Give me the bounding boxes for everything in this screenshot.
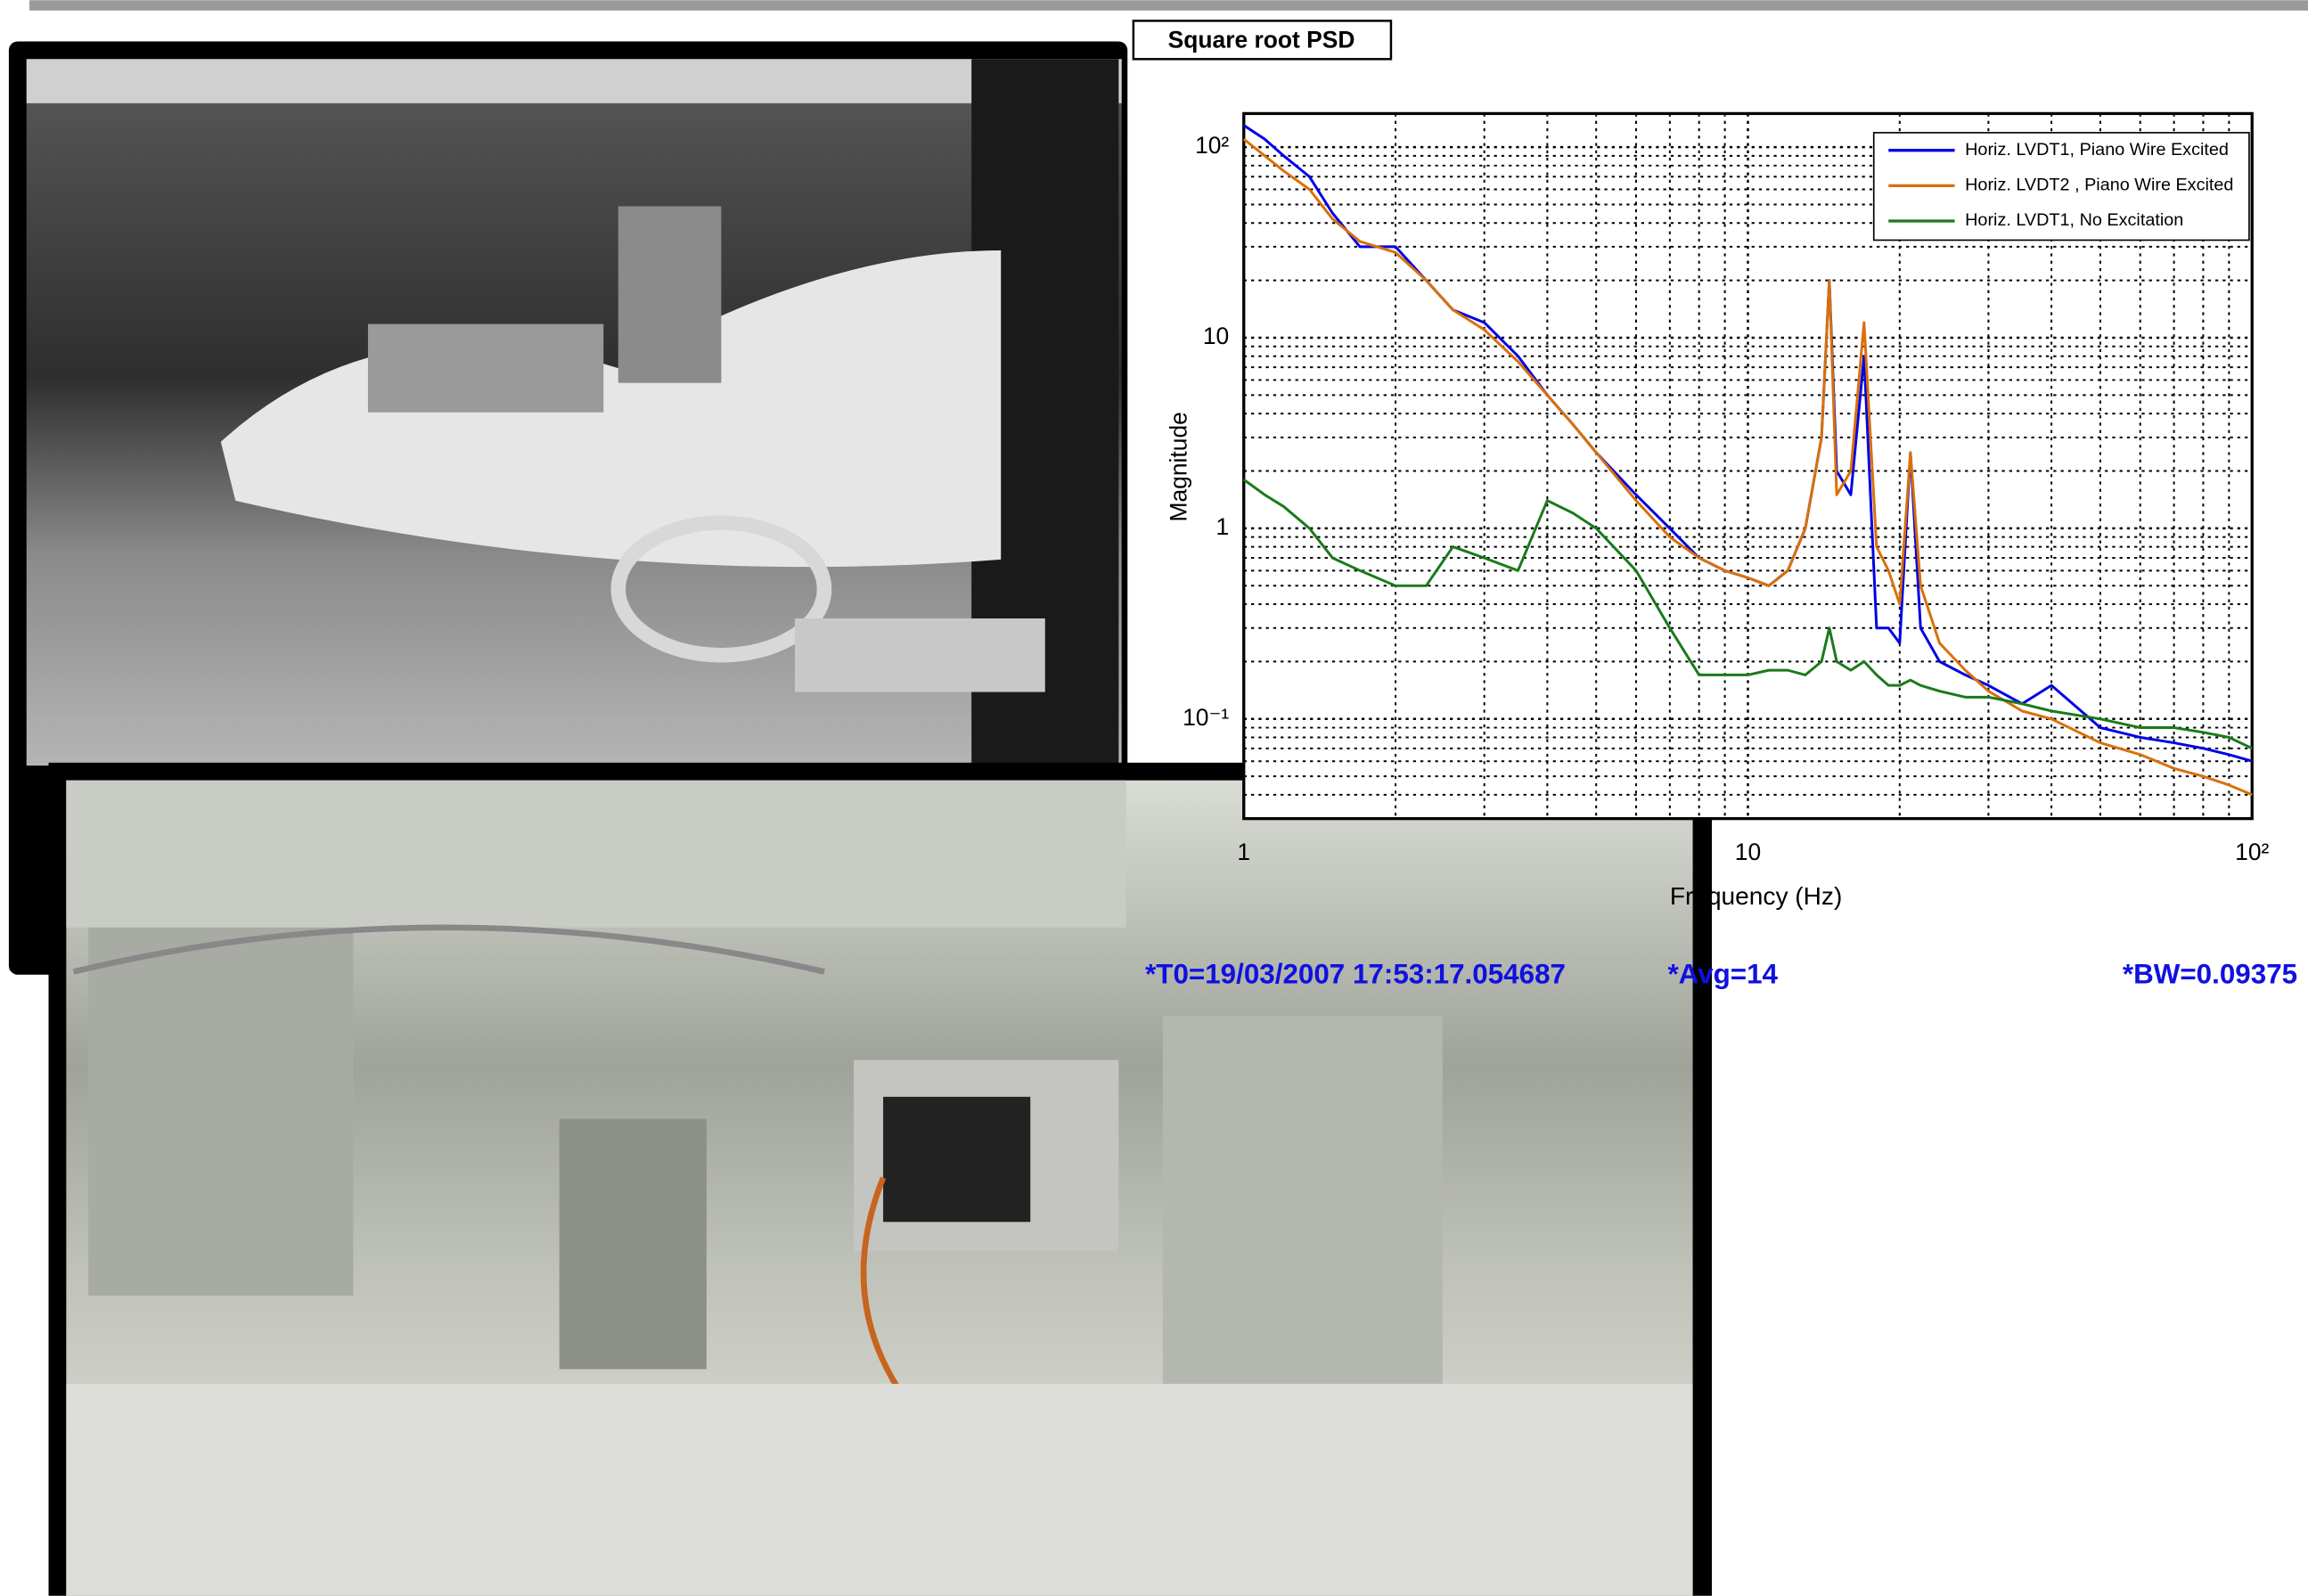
y-tick-label: 10⁻¹ xyxy=(1183,704,1229,731)
annotation: *T0=19/03/2007 17:53:17.054687 xyxy=(1145,959,1566,990)
page: Square root PSD Frequency (Hz) Magnitude… xyxy=(0,0,2308,1596)
top-bar xyxy=(29,0,2308,11)
photo-bottom xyxy=(49,763,1713,1596)
y-tick-label: 10² xyxy=(1195,132,1229,159)
y-axis-label: Magnitude xyxy=(1166,412,1192,521)
x-tick-label: 10² xyxy=(2235,839,2269,865)
slide: Square root PSD Frequency (Hz) Magnitude… xyxy=(0,0,2308,1596)
chart-title: Square root PSD xyxy=(1168,26,1355,53)
legend-label: Horiz. LVDT1, No Excitation xyxy=(1965,210,2183,230)
annotation: *Avg=14 xyxy=(1667,959,1778,990)
annotation: *BW=0.09375 xyxy=(2123,959,2297,990)
x-tick-label: 10 xyxy=(1735,839,1761,865)
y-tick-label: 1 xyxy=(1216,513,1230,540)
legend-label: Horiz. LVDT1, Piano Wire Excited xyxy=(1965,140,2229,160)
legend-label: Horiz. LVDT2 , Piano Wire Excited xyxy=(1965,176,2233,195)
y-tick-label: 10 xyxy=(1203,323,1229,349)
x-tick-label: 1 xyxy=(1237,839,1250,865)
x-axis-label: Frequency (Hz) xyxy=(1670,882,1842,910)
